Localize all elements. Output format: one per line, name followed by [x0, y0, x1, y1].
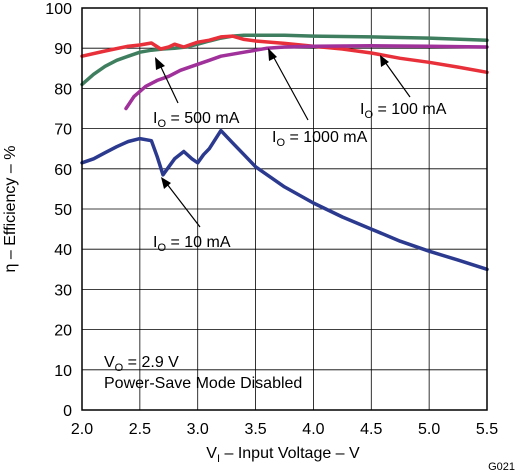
label-10ma: IO = 10 mA: [153, 234, 231, 254]
label-500ma: IO = 500 mA: [153, 110, 240, 130]
series-line-100ma: [80, 34, 489, 75]
y-tick-label: 80: [54, 81, 72, 98]
series-line-1000ma: [124, 44, 489, 111]
y-tick-label: 90: [54, 41, 72, 58]
arrow-500ma: [159, 64, 179, 104]
x-tick-label: 5.5: [476, 421, 498, 438]
x-tick-label: 5.0: [418, 421, 440, 438]
condition-mode: Power-Save Mode Disabled: [104, 375, 302, 392]
figure-code: G021: [488, 461, 515, 473]
x-tick-labels: 2.0 2.5 3.0 3.5 4.0 4.5 5.0 5.5: [71, 421, 498, 438]
x-axis-label: VI – Input Voltage – V: [206, 445, 360, 465]
y-tick-label: 60: [54, 162, 72, 179]
x-tick-label: 2.0: [71, 421, 93, 438]
series-line-500ma: [80, 33, 489, 87]
label-100ma: IO = 100 mA: [360, 101, 447, 121]
y-tick-label: 20: [54, 323, 72, 340]
condition-vo: VO = 2.9 V: [104, 354, 179, 374]
x-tick-label: 3.5: [244, 421, 266, 438]
x-tick-label: 4.0: [302, 421, 324, 438]
y-tick-label: 70: [54, 122, 72, 139]
series-line-10ma: [80, 128, 489, 272]
x-tick-label: 2.5: [129, 421, 151, 438]
grid-lines: [81, 7, 488, 411]
arrow-1000ma: [272, 55, 309, 121]
series-layer: [80, 33, 489, 272]
arrowhead-1000ma: [268, 48, 277, 61]
y-tick-label: 30: [54, 282, 72, 299]
y-tick-label: 40: [54, 242, 72, 259]
y-tick-label: 50: [54, 202, 72, 219]
plot-frame: [81, 7, 488, 411]
leader-arrows: [155, 48, 411, 228]
y-tick-label: 0: [63, 403, 72, 420]
y-tick-labels: 0 10 20 30 40 50 60 70 80 90 100: [45, 1, 72, 420]
arrowhead-500ma: [155, 57, 165, 70]
arrowhead-10ma: [161, 177, 171, 189]
y-tick-label: 10: [54, 363, 72, 380]
y-tick-label: 100: [45, 1, 72, 18]
x-tick-label: 4.5: [360, 421, 382, 438]
label-1000ma: IO = 1000 mA: [272, 129, 368, 149]
x-tick-label: 3.0: [187, 421, 209, 438]
y-axis-label: η – Efficiency – %: [2, 146, 19, 273]
arrow-100ma: [384, 61, 411, 98]
arrow-10ma: [166, 183, 201, 228]
arrowhead-100ma: [380, 55, 389, 67]
